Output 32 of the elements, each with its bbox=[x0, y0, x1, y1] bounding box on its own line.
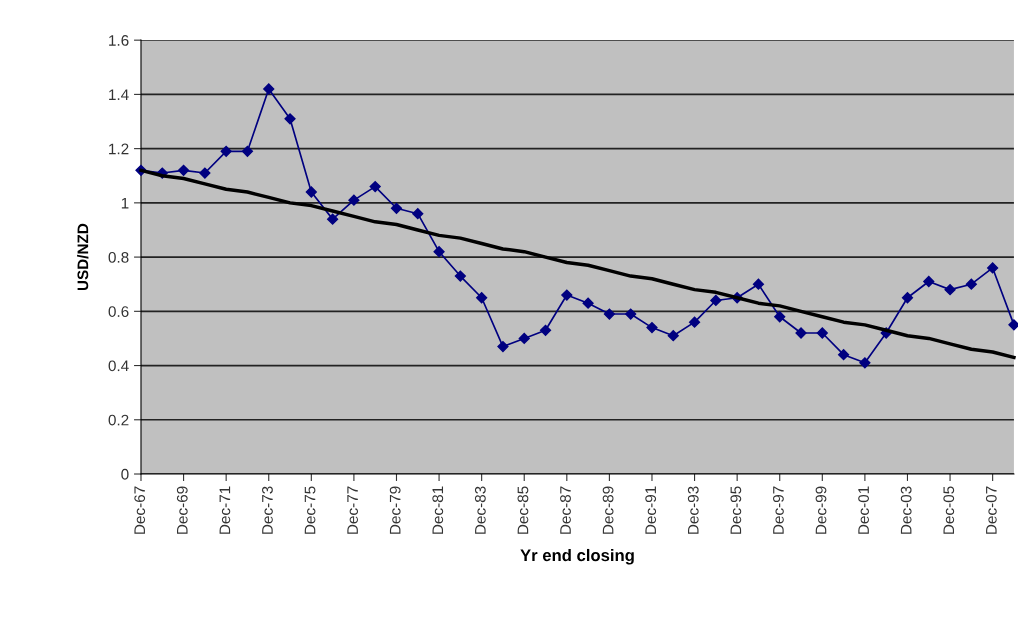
x-tick-label: Dec-05 bbox=[943, 486, 955, 534]
x-tick-label: Dec-07 bbox=[985, 486, 997, 534]
x-tick-label: Dec-75 bbox=[304, 486, 316, 534]
y-tick-label: 0.4 bbox=[108, 360, 129, 372]
y-tick-label: 0.6 bbox=[108, 306, 129, 317]
x-tick-label: Dec-69 bbox=[176, 486, 188, 534]
x-tick-label: Dec-93 bbox=[687, 486, 699, 534]
x-tick-label: Dec-91 bbox=[645, 486, 657, 534]
y-tick-label: 0.8 bbox=[108, 251, 129, 263]
y-tick-label: 1.4 bbox=[109, 89, 129, 100]
x-tick-label: Dec-03 bbox=[900, 486, 912, 534]
x-tick-label: Dec-67 bbox=[134, 486, 146, 534]
x-tick-label: Dec-81 bbox=[432, 486, 444, 534]
x-tick-label: Dec-71 bbox=[219, 486, 231, 534]
y-tick-label: 1.2 bbox=[109, 143, 129, 155]
x-axis-title: Yr end closing bbox=[520, 548, 634, 565]
y-tick-label: 0 bbox=[121, 468, 129, 480]
y-tick-label: 1.6 bbox=[109, 35, 129, 46]
x-tick-label: Dec-85 bbox=[517, 486, 529, 534]
x-tick-label: Dec-89 bbox=[602, 486, 614, 534]
x-tick-label: Dec-99 bbox=[815, 486, 827, 534]
y-tick-label: 1 bbox=[121, 197, 129, 209]
x-tick-label: Dec-73 bbox=[262, 486, 273, 534]
x-tick-label: Dec-01 bbox=[858, 486, 869, 534]
x-tick-label: Dec-79 bbox=[389, 486, 401, 534]
x-tick-label: Dec-95 bbox=[730, 486, 742, 534]
y-tick-label: 0.2 bbox=[108, 414, 129, 426]
x-tick-label: Dec-87 bbox=[560, 486, 571, 534]
y-axis-title: USD/NZD bbox=[77, 223, 89, 291]
x-tick-label: Dec-83 bbox=[474, 486, 486, 534]
x-tick-label: Dec-97 bbox=[773, 486, 784, 534]
x-tick-label: Dec-77 bbox=[347, 486, 359, 534]
